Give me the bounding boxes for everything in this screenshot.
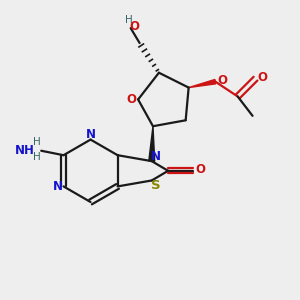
Text: H: H <box>33 137 41 147</box>
Text: O: O <box>217 74 227 87</box>
Text: N: N <box>52 180 63 193</box>
Text: N: N <box>151 150 161 163</box>
Text: O: O <box>127 93 136 106</box>
Text: H: H <box>125 15 133 25</box>
Text: O: O <box>129 20 139 33</box>
Text: N: N <box>85 128 96 141</box>
Text: H: H <box>33 152 41 162</box>
Polygon shape <box>149 126 155 161</box>
Text: O: O <box>195 163 205 176</box>
Text: S: S <box>152 179 161 192</box>
Text: O: O <box>257 71 267 84</box>
Polygon shape <box>189 80 216 88</box>
Text: NH: NH <box>15 144 35 157</box>
